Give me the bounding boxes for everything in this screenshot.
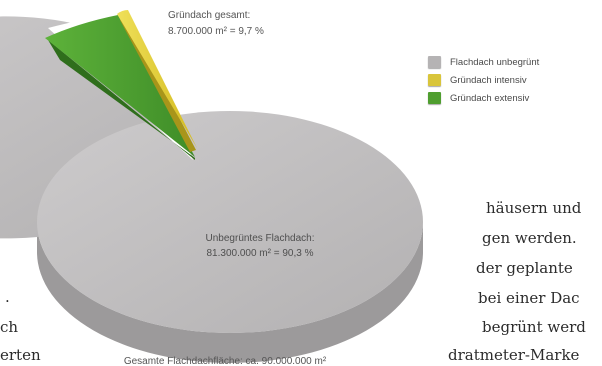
legend-label: Flachdach unbegrünt: [450, 56, 540, 68]
slice-side-extensiv: [48, 40, 195, 160]
legend-item-intensiv: Gründach intensiv: [428, 71, 539, 89]
legend-item-flachdach: Flachdach unbegrünt: [428, 53, 539, 71]
main-slice-value: 81.300.000 m² = 90,3 %: [206, 248, 313, 259]
body-text-line: erten: [0, 346, 41, 364]
pie-body-gray: [37, 111, 423, 333]
legend-label: Gründach extensiv: [450, 92, 530, 104]
legend-swatch: [428, 56, 441, 68]
body-text-line: häusern und: [486, 199, 582, 217]
body-text-line: bei einer Dac: [478, 289, 580, 307]
green-total-title: Gründach gesamt:: [168, 10, 250, 21]
slice-gruendach-extensiv: [45, 15, 195, 157]
body-text-line: .: [5, 288, 10, 306]
body-text-line: dratmeter-Marke: [448, 346, 580, 364]
slice-gruendach-intensiv: [117, 10, 197, 148]
body-text-line: begrünt werd: [482, 318, 586, 336]
green-total-value: 8.700.000 m² = 9,7 %: [168, 26, 264, 37]
body-text-line: der geplante: [476, 259, 573, 277]
legend-swatch: [428, 74, 441, 86]
legend-swatch: [428, 92, 441, 104]
legend-item-extensiv: Gründach extensiv: [428, 89, 539, 107]
total-area-label: Gesamte Flachdachfläche: ca. 90.000.000 …: [124, 356, 327, 366]
slice-side-flachdach: [37, 222, 423, 363]
legend-label: Gründach intensiv: [450, 74, 527, 86]
body-text-line: gen werden.: [482, 229, 577, 247]
body-text-line: ch: [0, 318, 19, 336]
legend: Flachdach unbegrünt Gründach intensiv Gr…: [428, 53, 539, 107]
main-slice-title: Unbegrüntes Flachdach:: [206, 233, 315, 244]
